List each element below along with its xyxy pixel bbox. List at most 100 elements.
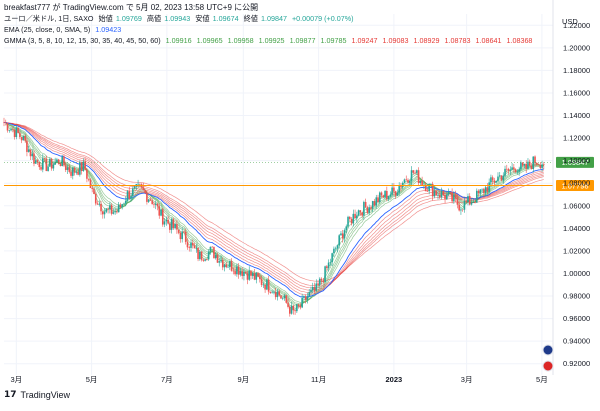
candle-body [179,232,182,240]
open-value: 1.09769 [115,14,142,23]
candle-body [253,273,256,280]
x-tick-label: 2023 [386,375,403,384]
tradingview-brand[interactable]: 𝟭𝟳 TradingView [4,389,70,400]
candle-body [22,135,25,141]
symbol-legend[interactable]: ユーロ／米ドル, 1日, SAXO 始値 1.09769 高値 1.09943 安値… [4,14,357,24]
candle-body [311,286,314,290]
candle-body [507,168,510,171]
gmma-value-7: 1.09083 [382,36,409,45]
candle-body [26,140,28,152]
candle-body [320,278,323,281]
candle-body [87,178,90,180]
candle-body [514,169,517,173]
candle-body [419,180,422,183]
candle-body [532,156,535,169]
candle-body [260,278,263,285]
y-tick-label: 1.04000 [563,224,590,233]
candle-body [289,306,291,314]
candle-body [356,215,358,219]
gmma-value-8: 1.08929 [413,36,440,45]
candle-body [504,168,506,176]
gmma-label: GMMA (3, 5, 8, 10, 12, 15, 30, 35, 40, 4… [4,36,161,45]
candle-body [262,284,265,286]
candle-body [33,153,35,164]
candle-body [12,129,14,130]
ema-legend[interactable]: EMA (25, close, 0, SMA, 5) 1.09423 [4,25,124,34]
candle-body [93,188,95,195]
y-tick-label: 1.06000 [563,201,590,210]
candle-body [218,261,221,263]
candle-body [313,286,316,291]
candle-body [403,179,406,184]
candle-body [237,266,240,275]
candle-body [488,182,490,192]
candle-body [331,253,333,263]
candle-body [146,193,148,202]
candle-body [338,235,340,246]
close-label: 終値 [243,14,258,23]
candle-body [394,191,397,196]
candle-body [139,183,141,185]
horizontal-line-label: 1.07798 [561,181,588,190]
candle-body [308,292,311,297]
candle-body [70,171,72,176]
candle-body [449,191,452,193]
candle-body [535,162,538,165]
candle-body [382,195,385,198]
candle-body [160,209,162,216]
candle-body [498,175,501,177]
candle-body [227,266,229,268]
symbol-name: ユーロ／米ドル, 1日, SAXO [4,14,94,23]
candle-body [147,199,150,202]
candle-body [472,202,475,203]
candle-body [75,171,78,173]
candle-body [384,190,386,198]
candle-body [121,204,124,208]
candle-body [303,296,305,298]
gmma-value-2: 1.09958 [227,36,254,45]
candle-body [94,194,97,204]
horizontal-line-label-bg [556,179,594,191]
candle-body [343,230,346,239]
high-value: 1.09943 [164,14,191,23]
gmma-value-3: 1.09925 [258,36,285,45]
candle-body [151,200,153,205]
candle-body [458,204,460,211]
gmma-value-11: 1.08368 [506,36,533,45]
us-flag-icon [542,360,554,372]
low-label: 安値 [195,14,210,23]
last-price-label-bg [556,156,594,168]
candle-body [357,210,360,216]
candle-body [281,298,284,299]
candle-body [280,295,282,299]
candle-body [153,204,155,205]
candle-body [50,158,53,169]
candle-body [345,226,348,231]
candle-body [393,187,395,192]
candle-body [183,231,185,233]
gmma-legend[interactable]: GMMA (3, 5, 8, 10, 12, 15, 30, 35, 40, 4… [4,36,535,45]
eu-flag-icon [542,344,554,356]
brand-name: TradingView [20,389,71,400]
candle-body [539,165,542,169]
last-price-label: 1.09847 [561,158,588,167]
x-tick-label: 5月 [536,375,548,384]
candle-body [497,176,499,181]
candle-body [430,183,432,185]
candle-body [273,292,275,293]
ema-label: EMA (25, close, 0, SMA, 5) [4,25,91,34]
candle-body [368,207,370,213]
candle-body [232,270,235,272]
gmma-value-6: 1.09247 [351,36,378,45]
candle-body [327,262,330,268]
candle-body [486,187,489,192]
candle-body [521,162,524,166]
gmma-line-12 [3,122,544,305]
candle-body [184,231,187,243]
candle-body [59,164,62,166]
candle-body [98,204,101,205]
candle-body [169,223,171,230]
candle-body [431,183,434,197]
candle-body [124,200,127,204]
